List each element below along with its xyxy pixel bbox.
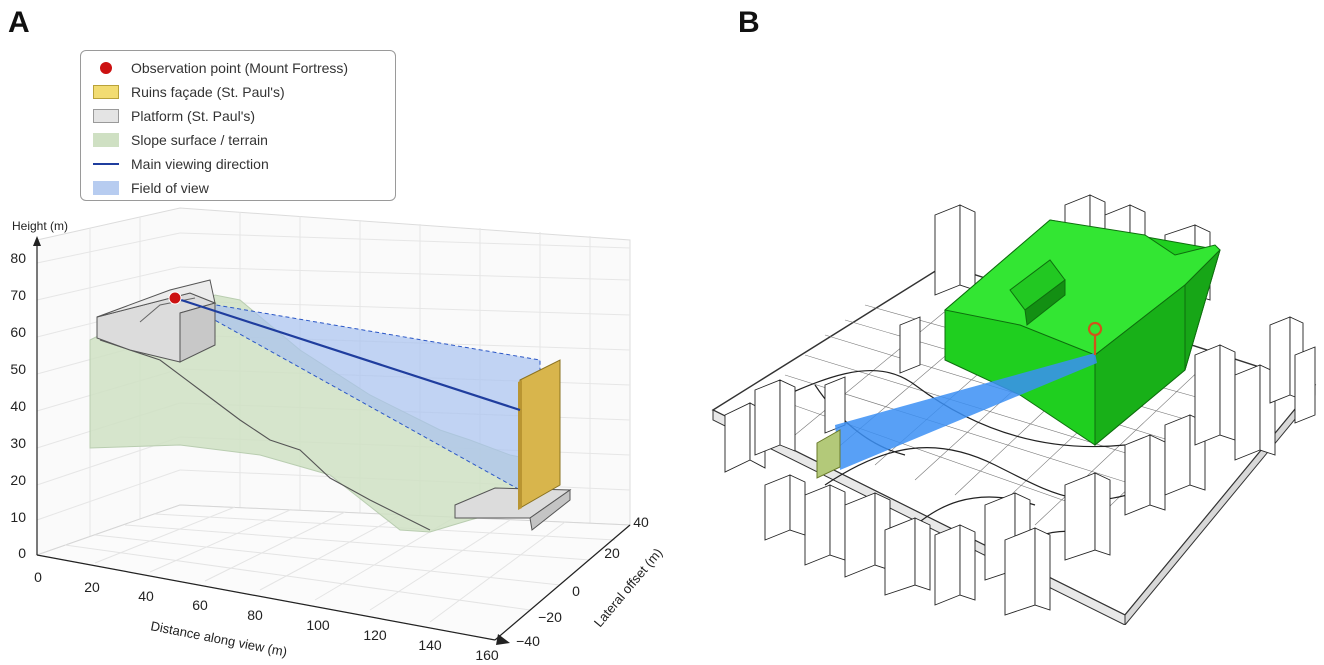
- z-tick: 60: [10, 324, 26, 340]
- legend-item-platform: Platform (St. Paul's): [93, 106, 255, 126]
- z-ticks: 0 10 20 30 40 50 60 70 80: [10, 250, 26, 561]
- axes: [33, 236, 631, 645]
- y-tick: 0: [572, 583, 580, 599]
- field-of-view-swatch: [93, 181, 119, 195]
- x-ticks: 0 20 40 60 80 100 120 140 160: [34, 569, 499, 663]
- z-tick: 50: [10, 361, 26, 377]
- z-tick: 20: [10, 472, 26, 488]
- main-viewing-direction-line: [174, 296, 521, 412]
- slope-surface-swatch: [93, 133, 119, 147]
- x-tick: 60: [192, 597, 208, 613]
- y-tick: −40: [516, 633, 540, 649]
- legend-label: Platform (St. Paul's): [131, 108, 256, 124]
- y-axis-label: Lateral offset (m): [591, 545, 666, 630]
- z-tick: 70: [10, 287, 26, 303]
- z-tick: 30: [10, 435, 26, 451]
- legend: Observation point (Mount Fortress) Ruins…: [80, 50, 396, 201]
- location-pin-icon: [1087, 321, 1103, 355]
- facade-marker: [816, 429, 841, 479]
- platform-swatch: [93, 109, 119, 123]
- z-axis-label: Height (m): [12, 219, 68, 233]
- y-tick: −20: [538, 609, 562, 625]
- x-axis-label: Distance along view (m): [149, 618, 288, 659]
- x-tick: 160: [475, 647, 499, 663]
- observation-point-swatch: [93, 61, 119, 75]
- y-tick: 20: [604, 545, 620, 561]
- z-tick: 10: [10, 509, 26, 525]
- floor-grid: [35, 504, 632, 641]
- x-tick: 0: [34, 569, 42, 585]
- x-tick: 80: [247, 607, 263, 623]
- x-tick: 40: [138, 588, 154, 604]
- x-tick: 100: [306, 617, 330, 633]
- z-tick: 80: [10, 250, 26, 266]
- legend-label: Slope surface / terrain: [131, 132, 268, 148]
- y-tick: 40: [633, 514, 649, 530]
- panel-b-label: B: [738, 6, 760, 39]
- y-ticks: 40 20 0 −20 −40: [516, 514, 649, 649]
- legend-label: Main viewing direction: [131, 156, 269, 172]
- panel-b-city-model: [711, 194, 1317, 625]
- x-tick: 20: [84, 579, 100, 595]
- viewing-beam: [835, 353, 1097, 470]
- platform-observation: [96, 279, 217, 363]
- legend-item-main-viewing-direction: Main viewing direction: [93, 154, 269, 174]
- z-tick: 0: [18, 545, 26, 561]
- observation-point-marker: [168, 291, 182, 305]
- legend-label: Field of view: [131, 180, 209, 196]
- legend-item-field-of-view: Field of view: [93, 178, 209, 198]
- x-tick: 140: [418, 637, 442, 653]
- legend-item-ruins-facade: Ruins façade (St. Paul's): [93, 82, 285, 102]
- x-tick: 120: [363, 627, 387, 643]
- legend-item-observation-point: Observation point (Mount Fortress): [93, 58, 348, 78]
- panel-a-label: A: [8, 6, 30, 39]
- legend-label: Observation point (Mount Fortress): [131, 60, 349, 76]
- ruins-facade-swatch: [93, 85, 119, 99]
- terrain-contour-line: [99, 339, 431, 531]
- z-tick: 40: [10, 398, 26, 414]
- legend-item-slope-surface: Slope surface / terrain: [93, 130, 268, 150]
- viewing-direction-swatch: [93, 157, 119, 171]
- ruins-facade: [518, 359, 561, 510]
- legend-label: Ruins façade (St. Paul's): [131, 84, 285, 100]
